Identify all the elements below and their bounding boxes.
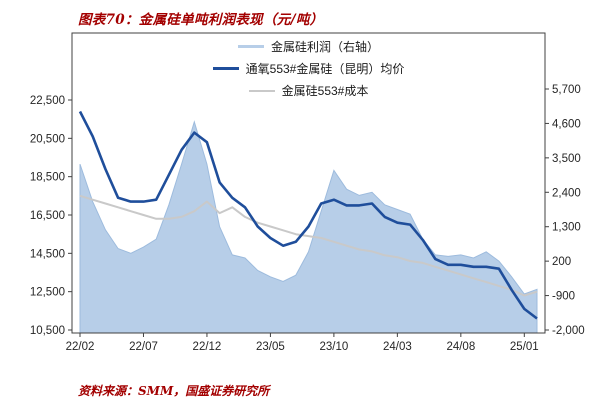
x-tick-label: 23/10 <box>319 341 348 353</box>
cost-line-series <box>79 194 538 297</box>
chart-title: 图表70：金属硅单吨利润表现（元/吨） <box>78 12 324 28</box>
y-left-tick-label: 10,500 <box>30 325 65 337</box>
profit-area-series <box>79 120 538 334</box>
y-right-tick-label: 5,700 <box>552 84 581 96</box>
x-tick-label: 24/08 <box>446 341 475 353</box>
source-note: 资料来源：SMM，国盛证券研究所 <box>78 384 270 398</box>
plot-border <box>71 32 546 334</box>
x-tick-label: 25/01 <box>510 341 539 353</box>
y-right-tick-label: 1,300 <box>552 222 581 234</box>
y-right-tick-label: 200 <box>552 256 571 268</box>
price-line-series <box>78 110 538 320</box>
x-tick-label: 22/07 <box>129 341 158 353</box>
x-tick-label: 22/02 <box>66 341 95 353</box>
y-left-tick-label: 20,500 <box>30 133 65 145</box>
y-right-tick-label: 3,500 <box>552 153 581 165</box>
y-right-tick-label: -900 <box>552 291 575 303</box>
y-right-tick-label: 4,600 <box>552 118 581 130</box>
y-left-tick-label: 22,500 <box>30 95 65 107</box>
x-tick-label: 24/03 <box>383 341 412 353</box>
x-tick-label: 22/12 <box>193 341 222 353</box>
y-right-tick-label: -2,000 <box>552 325 585 337</box>
x-tick-label: 23/05 <box>256 341 285 353</box>
y-left-tick-label: 16,500 <box>30 210 65 222</box>
y-right-tick-label: 2,400 <box>552 187 581 199</box>
y-left-tick-label: 12,500 <box>30 287 65 299</box>
y-left-tick-label: 18,500 <box>30 172 65 184</box>
y-left-tick-label: 14,500 <box>30 248 65 260</box>
